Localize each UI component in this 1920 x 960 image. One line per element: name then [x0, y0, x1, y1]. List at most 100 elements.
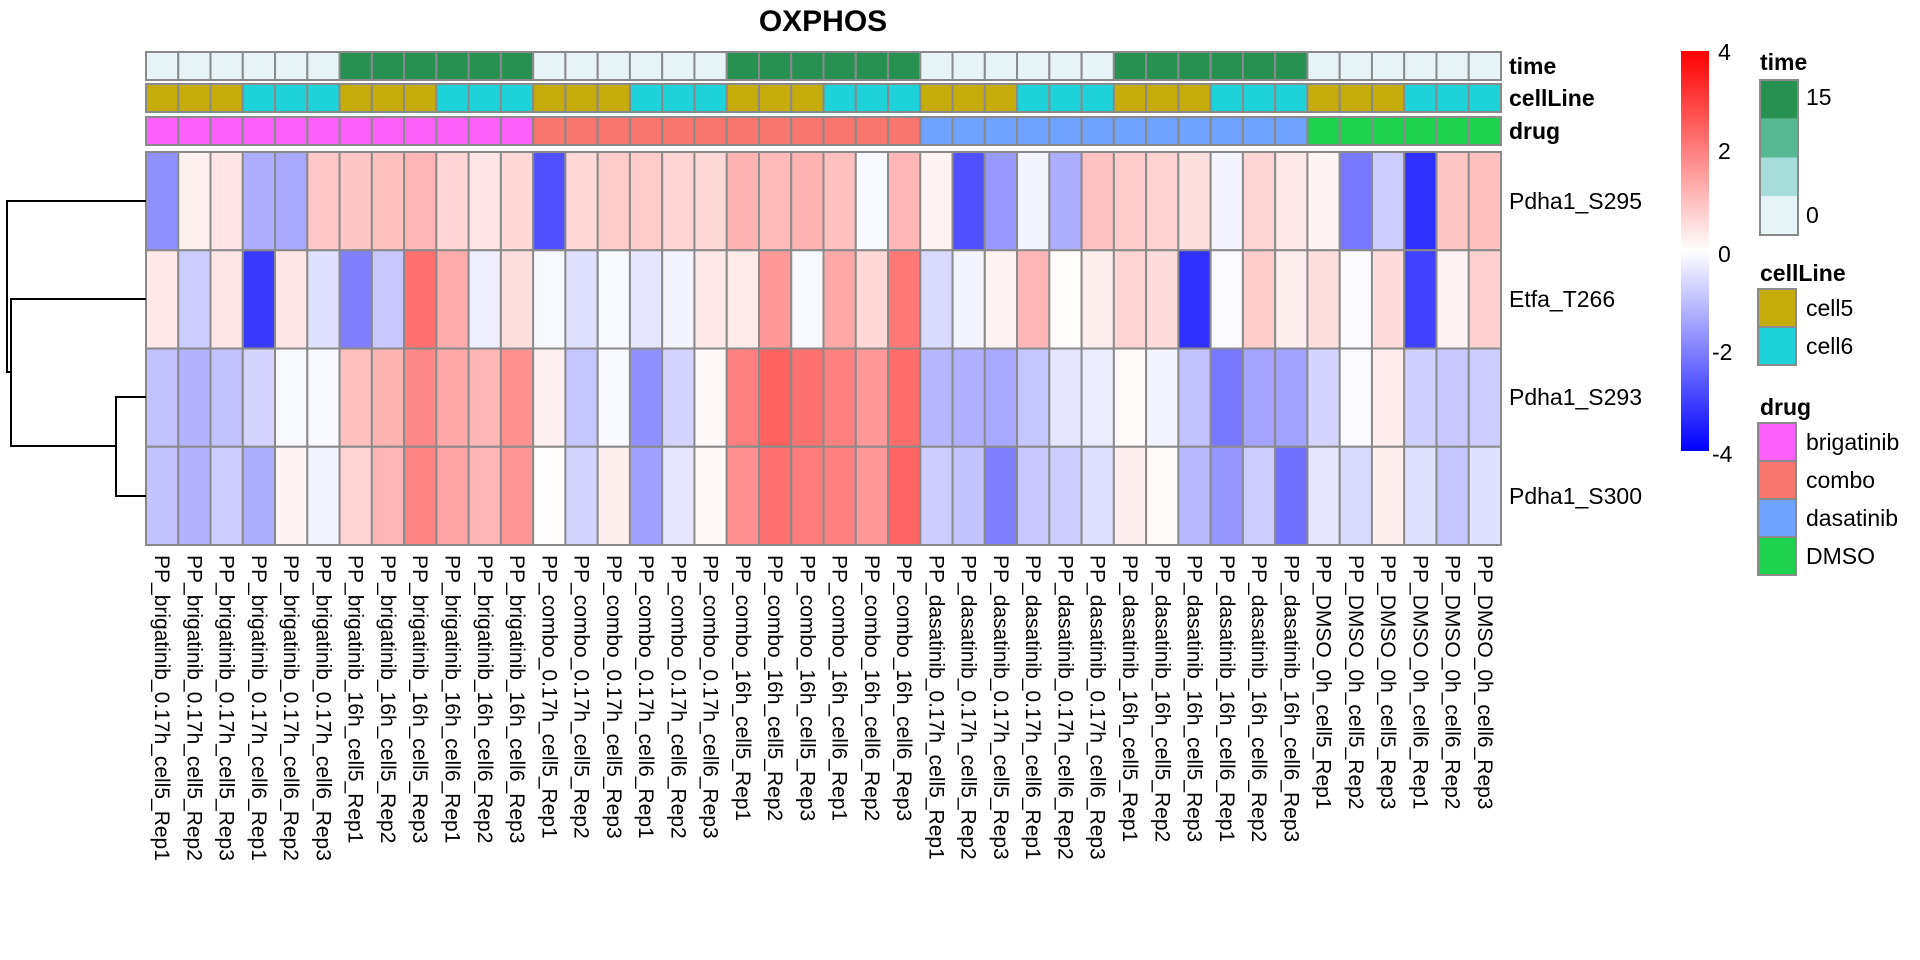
heatmap-cell — [1274, 151, 1309, 252]
heatmap-cell — [1370, 445, 1406, 546]
heatmap-cell — [177, 151, 212, 252]
legend-time: time 15 0 — [1759, 49, 1832, 236]
heatmap-cell — [1467, 347, 1502, 448]
heatmap-cell — [177, 347, 212, 448]
heatmap-cell — [274, 249, 309, 350]
heatmap-cell — [1048, 249, 1083, 350]
annotation-cell-time — [209, 51, 244, 81]
column-label: PP_dasatinib_0.17h_cell5_Rep1 — [924, 555, 947, 860]
heatmap-cell — [1080, 347, 1115, 448]
dendrogram-branch-etfa-node — [10, 298, 146, 447]
annotation-cell-drug — [338, 116, 373, 146]
color-scale-tick: 2 — [1718, 138, 1731, 164]
annotation-cell-drug — [177, 116, 212, 146]
heatmap-cell — [1016, 151, 1051, 252]
annotation-cell-cellline — [532, 83, 567, 113]
annotation-cell-drug — [951, 116, 986, 146]
annotation-cell-cellline — [1306, 83, 1341, 113]
annotation-cell-cellline — [983, 83, 1019, 113]
heatmap-cell — [241, 347, 277, 448]
heatmap-cell — [209, 249, 244, 350]
annotation-cell-cellline — [693, 83, 728, 113]
column-label: PP_dasatinib_0.17h_cell5_Rep3 — [989, 555, 1012, 860]
annotation-cell-drug — [532, 116, 567, 146]
heatmap-cell — [1016, 347, 1051, 448]
heatmap-cell — [241, 249, 277, 350]
annotation-cell-time — [403, 51, 438, 81]
annotation-cell-time — [1306, 51, 1341, 81]
heatmap-cell — [1467, 445, 1502, 546]
column-label: PP_dasatinib_0.17h_cell6_Rep3 — [1086, 555, 1109, 860]
heatmap-cell — [564, 445, 599, 546]
column-label: PP_brigatinib_0.17h_cell5_Rep2 — [182, 555, 205, 861]
column-label: PP_combo_0.17h_cell5_Rep3 — [602, 555, 625, 839]
annotation-cell-time — [564, 51, 599, 81]
heatmap-cell — [628, 151, 664, 252]
annotation-cell-drug — [145, 116, 180, 146]
annotation-labels: time cellLine drug — [1509, 53, 1595, 144]
heatmap-cell — [564, 347, 599, 448]
legend-time-swatch — [1760, 80, 1798, 119]
heatmap-cell — [1209, 151, 1244, 252]
annotation-cell-cellline — [628, 83, 664, 113]
color-scale-bar — [1681, 51, 1709, 451]
heatmap-cell — [1048, 445, 1083, 546]
annotation-cell-cellline — [403, 83, 438, 113]
annotation-cell-cellline — [241, 83, 277, 113]
heatmap-cell — [467, 249, 502, 350]
heatmap-cell — [1403, 249, 1438, 350]
column-annotations — [145, 51, 1502, 146]
heatmap-cell — [1048, 151, 1083, 252]
column-label: PP_dasatinib_16h_cell6_Rep1 — [1215, 555, 1238, 842]
annotation-cell-time — [177, 51, 212, 81]
legend-drug: drug brigatinib combo dasatinib DMSO — [1757, 394, 1899, 576]
heatmap-cell — [370, 347, 406, 448]
heatmap-cell — [306, 151, 341, 252]
annotation-cell-drug — [1435, 116, 1470, 146]
heatmap-cell — [983, 249, 1019, 350]
heatmap-cell — [1467, 249, 1502, 350]
legend-drug-swatch — [1757, 536, 1797, 576]
heatmap-cell — [1435, 249, 1470, 350]
column-label: PP_brigatinib_0.17h_cell5_Rep3 — [215, 555, 238, 861]
annotation-cell-drug — [403, 116, 438, 146]
annotation-cell-drug — [757, 116, 793, 146]
annotation-cell-time — [1048, 51, 1083, 81]
heatmap-cell — [790, 445, 825, 546]
heatmap-cell — [1370, 347, 1406, 448]
heatmap-cell — [532, 445, 567, 546]
heatmap-cell — [1241, 151, 1277, 252]
annotation-cell-cellline — [661, 83, 696, 113]
column-label: PP_combo_0.17h_cell6_Rep2 — [666, 555, 689, 839]
heatmap-cell — [403, 445, 438, 546]
heatmap-cell — [1177, 445, 1212, 546]
heatmap-cell — [596, 151, 631, 252]
dendrogram-branch-root — [6, 200, 146, 373]
heatmap-cell — [370, 445, 406, 546]
heatmap-cell — [919, 445, 954, 546]
color-scale-tick: 0 — [1718, 241, 1731, 267]
annotation-cell-drug — [274, 116, 309, 146]
column-label: PP_dasatinib_16h_cell5_Rep1 — [1118, 555, 1141, 842]
heatmap-cell — [1306, 249, 1341, 350]
heatmap-cell — [919, 249, 954, 350]
annotation-cell-time — [596, 51, 631, 81]
heatmap-cell — [1112, 347, 1148, 448]
column-label: PP_dasatinib_0.17h_cell6_Rep2 — [1053, 555, 1076, 860]
color-scale-tick: -2 — [1712, 339, 1732, 365]
heatmap-cell — [628, 445, 664, 546]
heatmap-cell — [499, 151, 535, 252]
heatmap-cell — [725, 151, 760, 252]
heatmap-cell — [1306, 347, 1341, 448]
heatmap-cell — [1177, 151, 1212, 252]
heatmap-cell — [1403, 445, 1438, 546]
heatmap-cell — [435, 249, 470, 350]
annotation-cell-drug — [1467, 116, 1502, 146]
heatmap-cell — [1112, 445, 1148, 546]
heatmap-cell — [790, 249, 825, 350]
heatmap-cell — [661, 445, 696, 546]
heatmap-cell — [1241, 445, 1277, 546]
row-labels: Pdha1_S295 Etfa_T266 Pdha1_S293 Pdha1_S3… — [1509, 188, 1642, 509]
column-label: PP_DMSO_0h_cell5_Rep3 — [1376, 555, 1399, 809]
heatmap-cell — [1370, 249, 1406, 350]
